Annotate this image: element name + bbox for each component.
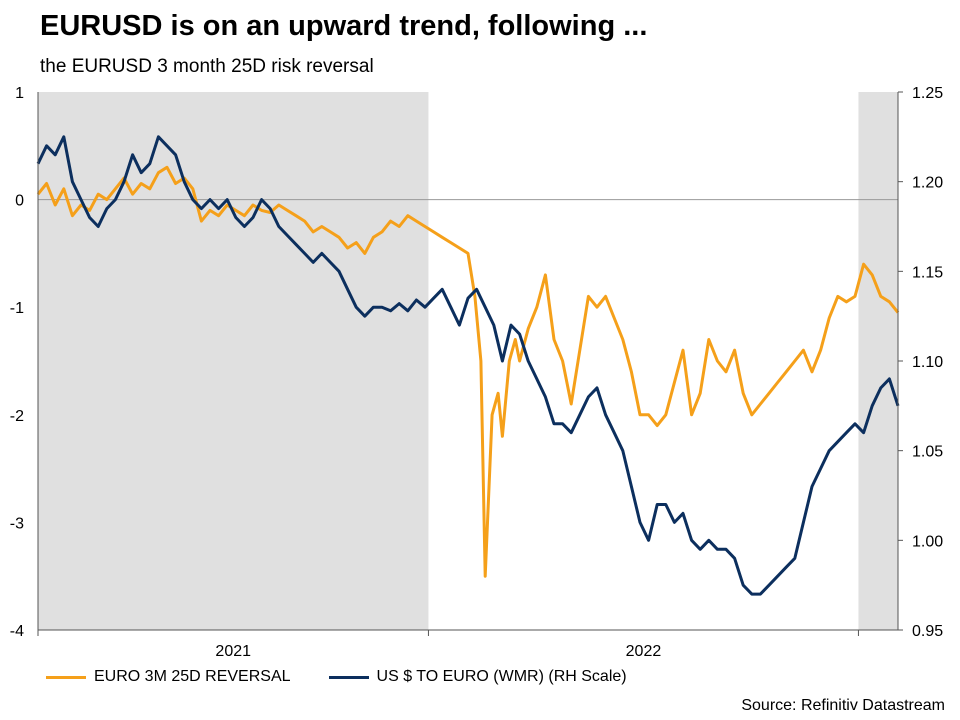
x-tick-label: 2022: [626, 643, 662, 660]
series-lines: [36, 135, 900, 596]
source-note: Source: Refinitiv Datastream: [741, 697, 945, 714]
legend-item-risk-reversal: EURO 3M 25D REVERSAL: [46, 668, 291, 686]
left-tick-label: 1: [15, 85, 24, 102]
legend-swatch-eurusd: [328, 675, 369, 679]
left-tick-label: -4: [10, 623, 24, 640]
legend-label-risk-reversal: EURO 3M 25D REVERSAL: [94, 668, 291, 685]
shaded-periods: [38, 92, 898, 630]
legend-swatch-risk-reversal: [46, 675, 86, 679]
right-tick-label: 0.95: [912, 623, 943, 640]
left-tick-label: -1: [10, 300, 24, 317]
shaded-period-1: [858, 92, 898, 630]
shaded-period-0: [38, 92, 429, 630]
left-axis-ticks: 1 0 -1 -2 -3 -4: [10, 85, 24, 640]
left-tick-label: -2: [10, 408, 24, 425]
x-tick-label: 2021: [215, 643, 251, 660]
legend-item-eurusd: US $ TO EURO (WMR) (RH Scale): [328, 668, 627, 686]
series-line-eurusd: [36, 135, 900, 596]
x-axis-ticks: 2021 2022: [37, 630, 859, 660]
series-line-risk-reversal: [36, 165, 900, 578]
right-tick-label: 1.25: [912, 85, 943, 102]
legend: EURO 3M 25D REVERSAL US $ TO EURO (WMR) …: [46, 668, 665, 686]
legend-label-eurusd: US $ TO EURO (WMR) (RH Scale): [376, 668, 627, 685]
right-tick-label: 1.10: [912, 354, 943, 371]
chart-title: EURUSD is on an upward trend, following …: [40, 10, 648, 42]
left-tick-label: -3: [10, 515, 24, 532]
right-tick-label: 1.00: [912, 533, 943, 550]
right-tick-label: 1.05: [912, 444, 943, 461]
right-tick-label: 1.15: [912, 264, 943, 281]
right-axis-ticks: 1.25 1.20 1.15 1.10 1.05 1.00 0.95: [898, 85, 943, 640]
chart-subtitle: the EURUSD 3 month 25D risk reversal: [40, 56, 374, 77]
left-tick-label: 0: [15, 193, 24, 210]
right-tick-label: 1.20: [912, 175, 943, 192]
